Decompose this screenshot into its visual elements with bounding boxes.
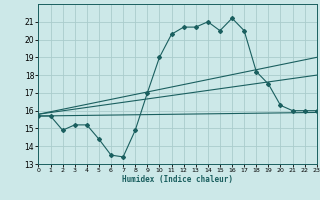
X-axis label: Humidex (Indice chaleur): Humidex (Indice chaleur) [122,175,233,184]
